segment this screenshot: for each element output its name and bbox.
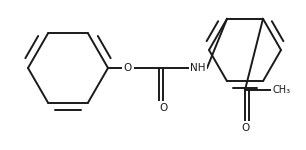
Text: NH: NH xyxy=(190,63,206,73)
Text: CH₃: CH₃ xyxy=(273,85,291,95)
Text: O: O xyxy=(124,63,132,73)
Text: O: O xyxy=(241,123,249,133)
Text: O: O xyxy=(159,103,167,113)
